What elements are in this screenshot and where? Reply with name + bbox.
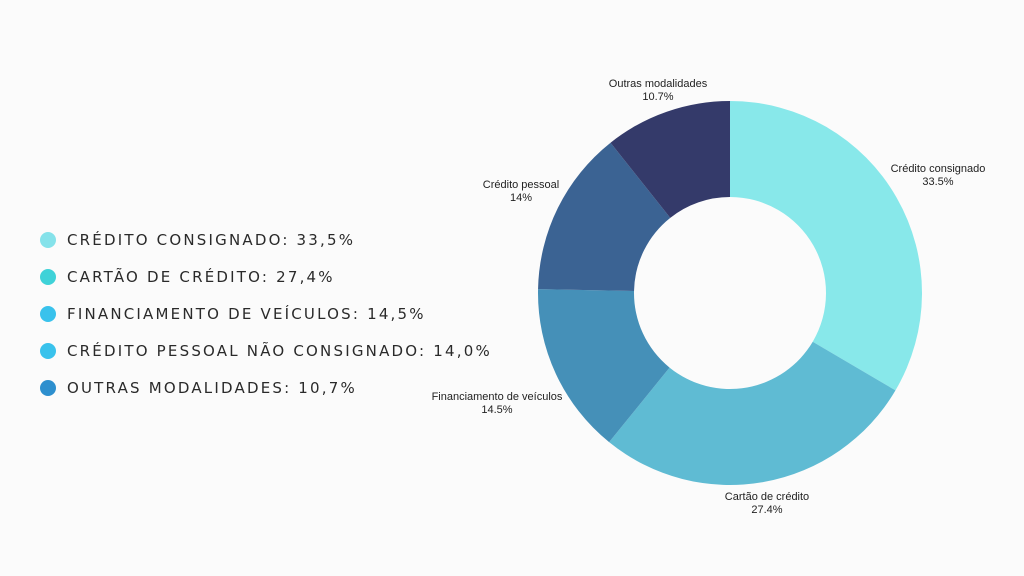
legend-item-financiamento-de-veiculos: FINANCIAMENTO DE VEÍCULOS: 14,5% bbox=[40, 295, 492, 332]
legend-label: CRÉDITO CONSIGNADO: 33,5% bbox=[67, 230, 356, 249]
slice-cart-o-de-cr-dito bbox=[609, 341, 896, 486]
legend-label: OUTRAS MODALIDADES: 10,7% bbox=[67, 378, 357, 397]
legend-dot-icon bbox=[40, 231, 56, 248]
slice-label-value: 14% bbox=[510, 192, 532, 204]
slice-label-value: 33.5% bbox=[922, 176, 953, 188]
legend-item-outras-modalidades: OUTRAS MODALIDADES: 10,7% bbox=[40, 369, 492, 406]
legend-label: CARTÃO DE CRÉDITO: 27,4% bbox=[67, 267, 335, 286]
legend-dot-icon bbox=[40, 342, 56, 359]
slice-cr-dito-pessoal bbox=[538, 142, 671, 292]
slice-label-value: 10.7% bbox=[642, 91, 673, 103]
legend-item-credito-consignado: CRÉDITO CONSIGNADO: 33,5% bbox=[40, 221, 492, 258]
slice-outras-modalidades bbox=[610, 101, 730, 218]
legend: CRÉDITO CONSIGNADO: 33,5% CARTÃO DE CRÉD… bbox=[40, 221, 492, 406]
slice-cr-dito-consignado bbox=[730, 101, 922, 391]
slice-label-name: Crédito pessoal bbox=[483, 179, 559, 191]
slice-label-name: Cartão de crédito bbox=[725, 491, 809, 503]
legend-label: FINANCIAMENTO DE VEÍCULOS: 14,5% bbox=[67, 304, 426, 323]
slice-label-value: 27.4% bbox=[751, 504, 782, 516]
slice-label-name: Outras modalidades bbox=[609, 78, 708, 90]
legend-dot-icon bbox=[40, 268, 56, 285]
legend-item-cartao-de-credito: CARTÃO DE CRÉDITO: 27,4% bbox=[40, 258, 492, 295]
slice-label-name: Financiamento de veículos bbox=[432, 391, 563, 403]
slice-financiamento-de-ve-culos bbox=[538, 289, 670, 443]
slice-label-value: 14.5% bbox=[481, 404, 512, 416]
legend-dot-icon bbox=[40, 305, 56, 322]
slice-label-name: Crédito consignado bbox=[891, 163, 986, 175]
legend-dot-icon bbox=[40, 379, 56, 396]
legend-label: CRÉDITO PESSOAL NÃO CONSIGNADO: 14,0% bbox=[67, 341, 492, 360]
legend-item-credito-pessoal: CRÉDITO PESSOAL NÃO CONSIGNADO: 14,0% bbox=[40, 332, 492, 369]
